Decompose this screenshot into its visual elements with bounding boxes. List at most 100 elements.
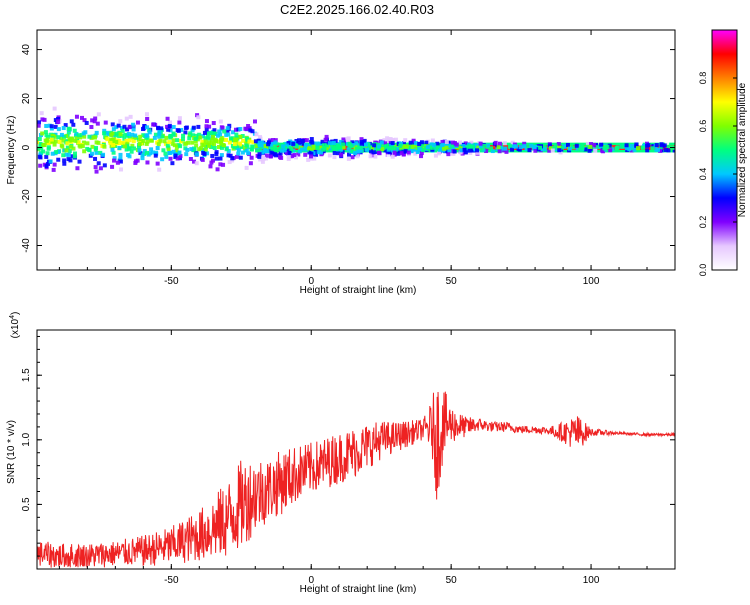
spectrogram-cell <box>353 143 358 148</box>
spectrogram-cell <box>638 141 643 146</box>
spectrogram-cell <box>583 147 588 152</box>
spectrogram-cell <box>260 142 265 147</box>
spectrogram-cell <box>459 148 464 153</box>
spectrogram-cell <box>585 141 590 146</box>
spectrogram-cell <box>194 152 199 157</box>
spectrogram-cell <box>137 142 142 147</box>
spectrogram-cell <box>377 151 382 156</box>
spectrogram-cell <box>246 151 251 156</box>
snr-plot: -50 0 50 100 0.5 1.0 1.5 Height of straight lin… <box>6 312 676 595</box>
spectrogram-cell <box>93 135 98 140</box>
spectrogram-cell <box>156 142 161 147</box>
spectrogram-cell <box>466 144 471 149</box>
spectrogram-cell <box>624 146 629 151</box>
spectrogram-cell <box>196 124 201 129</box>
spectrogram-cell <box>446 152 451 157</box>
spectrogram-cell <box>413 151 418 156</box>
spectrogram-cell <box>284 143 289 148</box>
spectrogram-cell <box>219 135 224 140</box>
spectrogram-cell <box>38 152 43 157</box>
spectrogram-cell <box>246 124 251 129</box>
spectrogram-cell <box>313 149 318 154</box>
spectrogram-cell <box>49 137 54 142</box>
spectrogram-cell <box>145 139 150 144</box>
spectrogram-cell <box>380 147 385 152</box>
spectrogram-cell <box>658 145 663 150</box>
spectrogram-cell <box>258 157 263 162</box>
spectrogram-cell <box>90 118 95 123</box>
spectrogram-cell <box>654 143 659 148</box>
spectrogram-cell <box>131 127 136 132</box>
spectrogram-cell <box>170 141 175 146</box>
spectrogram-cell <box>662 143 667 148</box>
spectrogram-cell <box>191 125 196 130</box>
top-y-tick-label: -20 <box>21 189 32 204</box>
spectrogram-cell <box>475 150 480 155</box>
spectrogram-cell <box>486 145 491 150</box>
spectrogram-cell <box>475 143 480 148</box>
spectrogram-cell <box>52 162 57 167</box>
spectrogram-cell <box>254 144 259 149</box>
spectrogram-cell <box>96 161 101 166</box>
spectrogram-cell <box>149 138 154 143</box>
spectrogram-cell <box>387 146 392 151</box>
spectrogram-cell <box>585 144 590 149</box>
bottom-y-tick-label: 1.5 <box>21 368 32 382</box>
spectrogram-cell <box>105 137 110 142</box>
spectrogram-cell <box>81 140 86 145</box>
spectrogram-cell <box>142 123 147 128</box>
spectrogram-cell <box>192 159 197 164</box>
spectrogram-cell <box>354 141 359 146</box>
spectrogram-cell <box>200 157 205 162</box>
spectrogram-cell <box>96 112 101 117</box>
spectrogram-cell <box>230 136 235 141</box>
spectrogram-cell <box>71 146 76 151</box>
spectrogram-cell <box>451 146 456 151</box>
spectrogram-cell <box>130 132 135 137</box>
spectrogram-cell <box>311 144 316 149</box>
spectrogram-cell <box>73 138 78 143</box>
spectrogram-cell <box>654 147 659 152</box>
spectrogram-cell <box>342 139 347 144</box>
spectrogram-cell <box>262 156 267 161</box>
spectrogram-cell <box>44 138 49 143</box>
spectrogram-cell <box>447 149 452 154</box>
spectrogram-cell <box>468 144 473 149</box>
spectrogram-cell <box>73 151 78 156</box>
spectrogram-cell <box>112 156 117 161</box>
spectrogram-cell <box>209 131 214 136</box>
spectrogram-cell <box>401 151 406 156</box>
spectrogram-cell <box>114 131 119 136</box>
spectrogram-cell <box>145 160 150 165</box>
spectrogram-cell <box>108 140 113 145</box>
chart-title: C2E2.2025.166.02.40.R03 <box>280 2 434 17</box>
spectrogram-cell <box>61 153 66 158</box>
spectrogram-cell <box>320 139 325 144</box>
spectrogram-cell <box>629 144 634 149</box>
spectrogram-cell <box>78 135 83 140</box>
spectrogram-cell <box>271 138 276 143</box>
spectrogram-cell <box>193 136 198 141</box>
spectrogram-cell <box>497 141 502 146</box>
spectrogram-cell <box>175 138 180 143</box>
spectrogram-cell <box>359 141 364 146</box>
spectrogram-cell <box>49 124 54 129</box>
spectrogram-cell <box>94 169 99 174</box>
spectrogram-cell <box>37 154 42 159</box>
spectrogram-cell <box>77 159 82 164</box>
spectrogram-cell <box>40 117 45 122</box>
snr-series-line <box>37 391 675 569</box>
colorbar-tick-label: 0.2 <box>698 216 708 229</box>
spectrogram-cell <box>402 141 407 146</box>
spectrogram-cell <box>122 136 127 141</box>
spectrogram-cell <box>467 148 472 153</box>
spectrogram-cell <box>160 134 165 139</box>
spectrogram-cell <box>450 140 455 145</box>
spectrogram-cell <box>166 127 171 132</box>
spectrogram-cell <box>282 148 287 153</box>
spectrogram-cell <box>46 146 51 151</box>
spectrogram-cell <box>222 129 227 134</box>
spectrogram-cell <box>37 123 41 128</box>
y-multiplier-base: (x10 <box>10 318 21 338</box>
